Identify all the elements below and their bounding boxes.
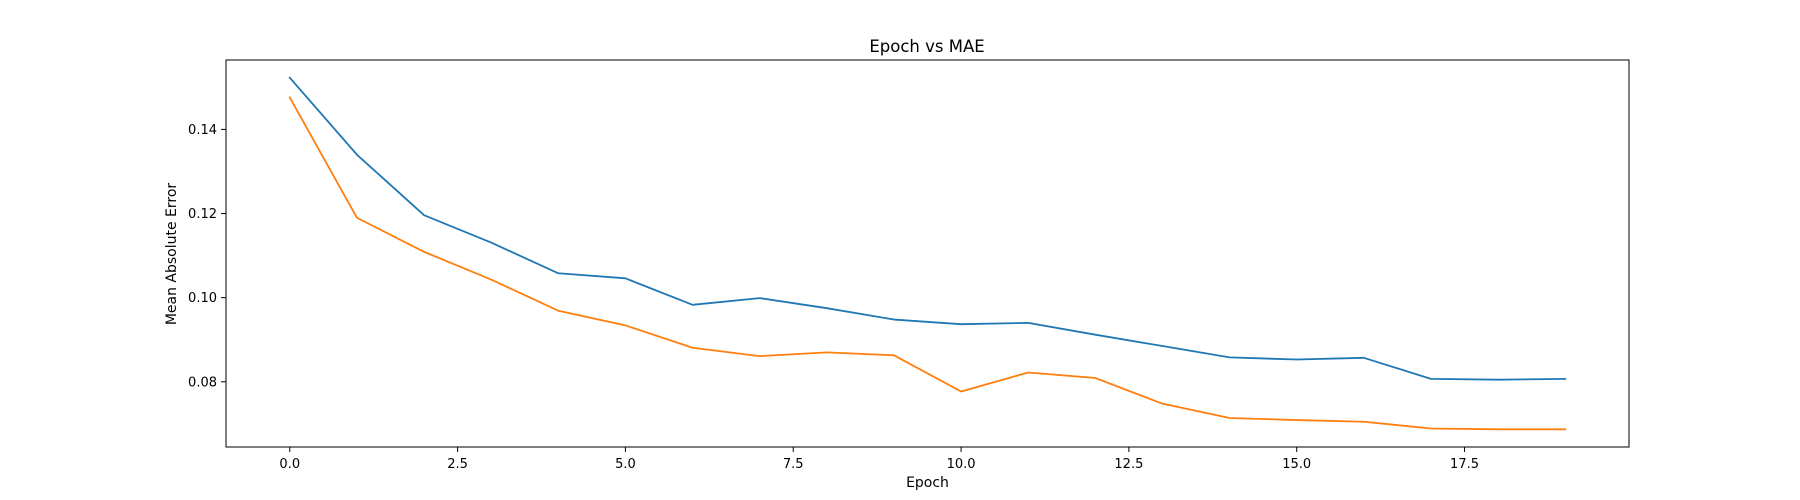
series-line-1	[288, 76, 1567, 381]
x-tick-label: 5.0	[615, 457, 636, 472]
x-tick-label: 7.5	[783, 457, 804, 472]
x-axis-ticks: 0.0 2.5 5.0 7.5 10.0 12.5 15.0 17.5	[279, 447, 1479, 472]
x-tick-label: 10.0	[947, 457, 976, 472]
y-axis-label: Mean Absolute Error	[164, 183, 180, 326]
x-tick-label: 2.5	[447, 457, 468, 472]
x-tick-label: 0.0	[279, 457, 300, 472]
y-axis-ticks: 0.08 0.10 0.12 0.14	[188, 123, 226, 390]
y-tick-label: 0.12	[188, 207, 217, 222]
plot-frame	[225, 59, 1630, 448]
chart-title: Epoch vs MAE	[869, 37, 984, 56]
y-tick-label: 0.10	[188, 291, 217, 306]
y-tick-label: 0.08	[188, 375, 217, 390]
x-tick-label: 17.5	[1450, 457, 1479, 472]
plot-area: 0.0 2.5 5.0 7.5 10.0 12.5 15.0 17.5 0.08 0.10 0.1…	[188, 59, 1630, 472]
x-tick-label: 12.5	[1114, 457, 1143, 472]
y-tick-label: 0.14	[188, 123, 217, 138]
series-layer	[288, 76, 1567, 431]
x-axis-label: Epoch	[906, 475, 949, 491]
series-line-2	[288, 96, 1567, 431]
x-tick-label: 15.0	[1282, 457, 1311, 472]
